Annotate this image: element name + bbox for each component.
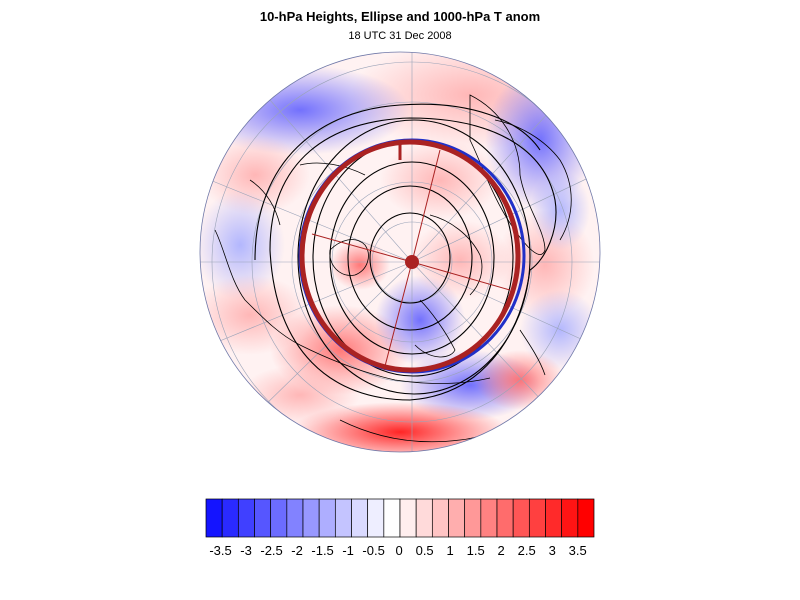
- colorbar-swatch: [545, 498, 563, 538]
- colorbar-swatch: [318, 498, 336, 538]
- colorbar-tick-label: 3.5: [568, 543, 587, 558]
- colorbar-swatch: [577, 498, 595, 538]
- colorbar-swatch: [351, 498, 369, 538]
- vortex-centroid-marker: [405, 255, 419, 269]
- colorbar-tick-label: -3.5: [209, 543, 232, 558]
- colorbar-tick-label: 1: [446, 543, 454, 558]
- colorbar-tick-label: -0.5: [362, 543, 385, 558]
- colorbar-swatch: [480, 498, 498, 538]
- chart-subtitle: 18 UTC 31 Dec 2008: [348, 30, 452, 42]
- colorbar-swatch: [464, 498, 482, 538]
- colorbar-tick-label: -1.5: [311, 543, 334, 558]
- colorbar-swatch: [528, 498, 546, 538]
- colorbar-swatch: [448, 498, 466, 538]
- colorbar-swatch: [270, 498, 288, 538]
- colorbar-swatch: [415, 498, 433, 538]
- colorbar-swatch: [383, 498, 401, 538]
- vortex-ellipse: [298, 138, 526, 374]
- colorbar-swatch: [286, 498, 304, 538]
- colorbar-tick-label: -2: [291, 543, 303, 558]
- colorbar-tick-label: 2: [497, 543, 505, 558]
- colorbar: [205, 498, 595, 538]
- colorbar-swatch: [221, 498, 239, 538]
- colorbar-swatch: [334, 498, 352, 538]
- colorbar-swatch: [205, 498, 223, 538]
- colorbar-swatch: [561, 498, 579, 538]
- colorbar-swatch: [496, 498, 514, 538]
- colorbar-tick-label: 0: [395, 543, 403, 558]
- colorbar-tick-label: -3: [240, 543, 252, 558]
- colorbar-swatch: [254, 498, 272, 538]
- colorbar-tick-label: 3: [548, 543, 556, 558]
- colorbar-swatch: [367, 498, 385, 538]
- colorbar-tick-label: 1.5: [466, 543, 485, 558]
- colorbar-swatch: [399, 498, 417, 538]
- colorbar-swatch: [431, 498, 449, 538]
- colorbar-swatch: [302, 498, 320, 538]
- colorbar-swatch: [237, 498, 255, 538]
- globe-outline: [199, 51, 601, 453]
- colorbar-tick-label: -1: [342, 543, 354, 558]
- temperature-anomaly-field: [200, 52, 600, 452]
- colorbar-tick-label: 0.5: [415, 543, 434, 558]
- colorbar-swatch: [512, 498, 530, 538]
- colorbar-tick-label: -2.5: [260, 543, 283, 558]
- colorbar-tick-label: 2.5: [517, 543, 536, 558]
- chart-title: 10-hPa Heights, Ellipse and 1000-hPa T a…: [259, 9, 541, 24]
